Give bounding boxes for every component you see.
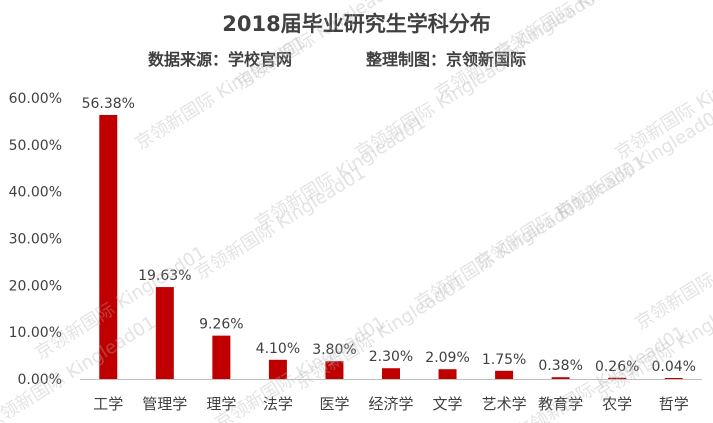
- data-label: 0.26%: [595, 359, 639, 375]
- bar: [382, 368, 400, 379]
- x-tick-label: 艺术学: [482, 395, 527, 413]
- x-tick-label: 理学: [206, 395, 236, 413]
- y-tick-label: 0.00%: [18, 372, 62, 388]
- data-label: 56.38%: [82, 96, 135, 112]
- bar: [664, 378, 683, 379]
- watermark-text: 京领新国际 Kinglead01: [632, 212, 713, 334]
- x-tick-label: 管理学: [142, 395, 187, 413]
- data-label: 4.10%: [256, 341, 300, 357]
- bar: [551, 377, 570, 379]
- y-tick-label: 40.00%: [9, 185, 62, 201]
- data-label: 1.75%: [482, 352, 526, 368]
- data-label: 2.09%: [425, 350, 469, 366]
- bar: [268, 359, 287, 379]
- chart-subtitle-credit: 整理制图：京领新国际: [366, 50, 527, 69]
- x-tick-label: 经济学: [368, 395, 413, 413]
- bar: [438, 369, 457, 379]
- bar: [155, 287, 174, 379]
- y-tick-label: 20.00%: [9, 278, 62, 294]
- x-tick-label: 哲学: [659, 395, 689, 413]
- data-label: 0.04%: [651, 359, 695, 375]
- watermark-text: 京领新国际 Kinglead01: [232, 0, 410, 94]
- x-tick-label: 文学: [433, 395, 463, 413]
- data-label: 3.80%: [312, 342, 356, 358]
- bar: [495, 370, 514, 379]
- x-tick-label: 教育学: [538, 395, 583, 413]
- bar: [325, 361, 344, 379]
- chart-title: 2018届毕业研究生学科分布: [222, 12, 491, 36]
- y-tick-label: 30.00%: [9, 232, 62, 248]
- y-tick-label: 50.00%: [9, 138, 62, 154]
- y-tick-label: 60.00%: [9, 91, 62, 107]
- data-label: 0.38%: [538, 358, 582, 374]
- data-label: 9.26%: [199, 317, 243, 333]
- bar: [99, 114, 118, 379]
- y-tick-label: 10.00%: [9, 325, 62, 341]
- x-tick-label: 工学: [93, 395, 123, 413]
- bar: [608, 377, 627, 379]
- chart-subtitle-source: 数据来源：学校官网: [148, 50, 293, 69]
- data-label: 19.63%: [138, 268, 191, 284]
- data-label: 2.30%: [369, 349, 413, 365]
- x-tick-label: 医学: [319, 395, 349, 413]
- x-tick-label: 法学: [263, 395, 293, 413]
- x-tick-label: 农学: [602, 395, 632, 413]
- bar: [212, 335, 231, 379]
